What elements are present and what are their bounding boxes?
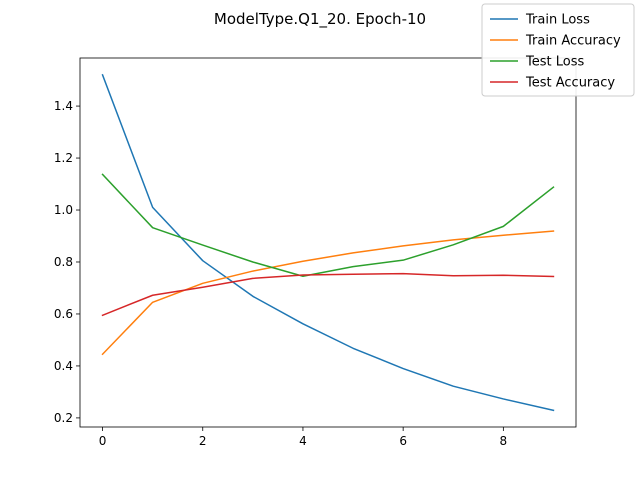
y-tick-label: 0.2 [54,411,73,425]
y-tick-label: 0.8 [54,255,73,269]
series-line-1 [101,230,555,356]
legend: Train Loss Train Accuracy Test Loss Test Ac… [481,3,635,97]
x-tick-label: 4 [299,434,307,448]
y-tick-label: 1.2 [54,151,73,165]
axes-frame [79,57,577,428]
x-tick-label: 6 [399,434,407,448]
legend-label-3: Test Accuracy [525,76,615,91]
series-lines [101,73,555,412]
series-line-3 [101,272,555,317]
x-tick-label: 8 [500,434,508,448]
chart-title: ModelType.Q1_20. Epoch-10 [214,10,426,29]
legend-label-1: Train Accuracy [525,34,621,49]
x-tick-label: 2 [199,434,207,448]
y-tick-label: 1.4 [54,99,73,113]
y-axis-ticks: 0.2 0.4 0.6 0.8 1.0 1.2 1.4 [54,99,80,425]
x-axis-ticks: 0 2 4 6 8 [99,427,507,448]
y-tick-label: 0.6 [54,307,73,321]
legend-label-0: Train Loss [525,13,590,28]
y-tick-label: 1.0 [54,203,73,217]
x-tick-label: 0 [99,434,107,448]
series-line-0 [101,73,555,412]
legend-box [481,3,635,97]
y-tick-label: 0.4 [54,359,73,373]
series-line-2 [101,173,555,278]
legend-label-2: Test Loss [525,55,584,70]
